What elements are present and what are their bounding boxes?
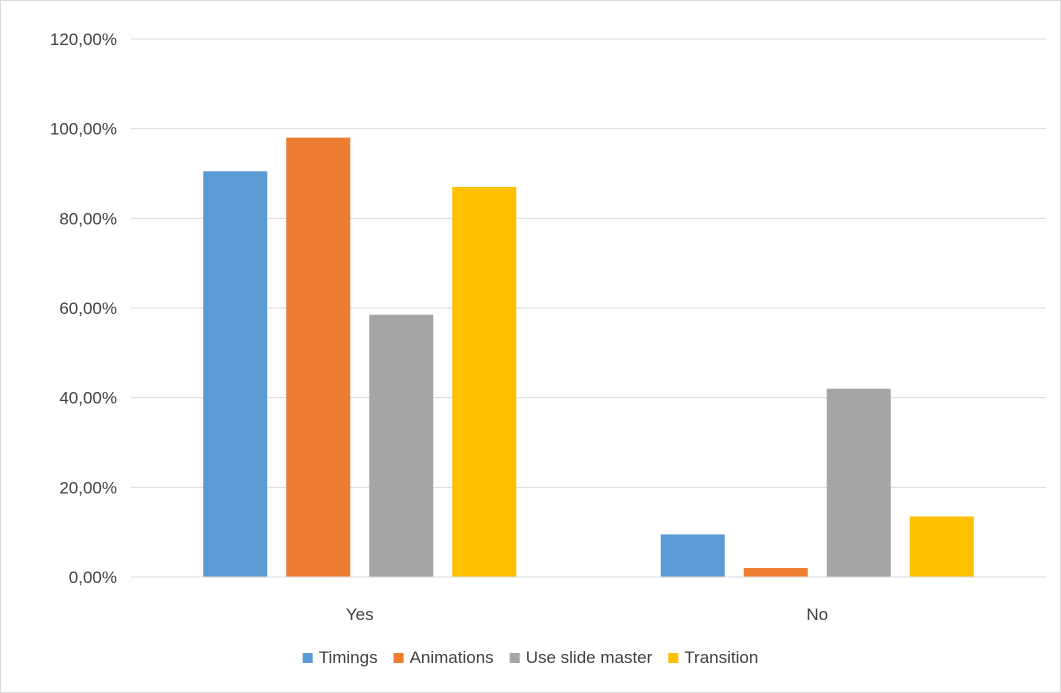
y-tick-label: 100,00%	[50, 120, 117, 139]
bar-transition-yes	[452, 186, 517, 577]
y-tick-label: 0,00%	[69, 568, 117, 587]
legend-item-animations: Animations	[393, 648, 494, 667]
y-tick-label: 60,00%	[59, 299, 117, 318]
legend-label: Timings	[319, 648, 378, 667]
x-axis-tick-labels: Yes No	[346, 605, 828, 624]
legend-swatch	[509, 653, 520, 663]
x-tick-label: No	[806, 605, 828, 624]
bar-timings-yes	[203, 171, 268, 577]
y-tick-label: 120,00%	[50, 30, 117, 49]
x-tick-label: Yes	[346, 605, 374, 624]
y-axis-tick-labels: 0,00% 20,00% 40,00% 60,00% 80,00% 100,00% 120,…	[50, 30, 117, 587]
bar-use-slide-master-no	[826, 388, 891, 577]
legend-swatch	[668, 653, 679, 663]
legend-swatch	[302, 653, 313, 663]
legend-label: Use slide master	[526, 648, 653, 667]
legend-item-use-slide-master: Use slide master	[509, 648, 653, 667]
legend-label: Animations	[410, 648, 494, 667]
bar-use-slide-master-yes	[369, 314, 434, 577]
bar-animations-yes	[286, 137, 351, 577]
y-tick-label: 80,00%	[59, 209, 117, 228]
bar-transition-no	[909, 516, 974, 577]
gridlines	[131, 38, 1046, 488]
bar-animations-no	[743, 568, 808, 577]
bars	[203, 137, 974, 577]
legend-swatch	[393, 653, 404, 663]
legend-item-transition: Transition	[668, 648, 758, 667]
legend-item-timings: Timings	[302, 648, 378, 667]
legend-label: Transition	[684, 648, 758, 667]
bar-timings-no	[660, 534, 725, 577]
y-tick-label: 40,00%	[59, 389, 117, 408]
legend: Timings Animations Use slide master Transit…	[302, 648, 758, 667]
y-tick-label: 20,00%	[59, 478, 117, 497]
